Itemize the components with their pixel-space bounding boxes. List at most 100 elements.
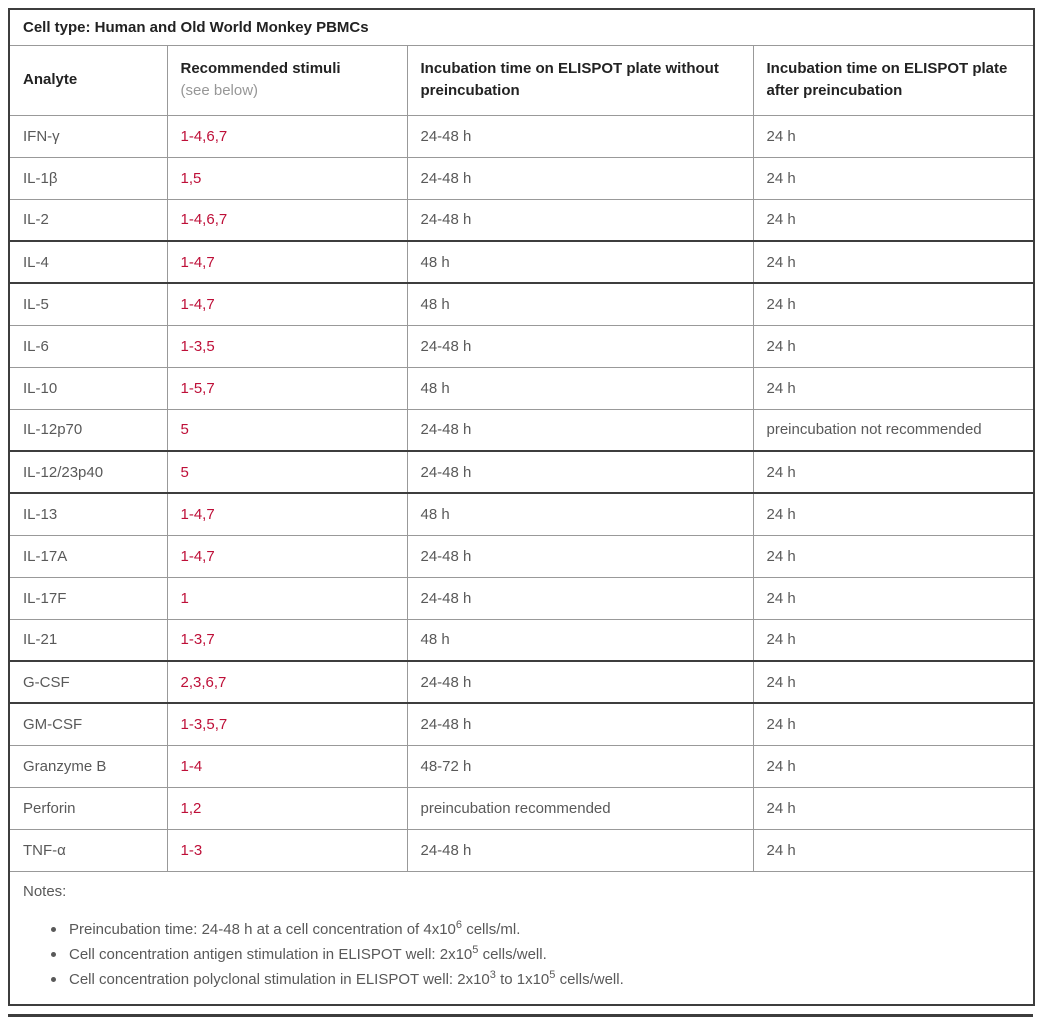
table-row: IL-2 1-4,6,7 24-48 h 24 h [8, 198, 1035, 242]
table-row: IL-13 1-4,7 48 h 24 h [8, 492, 1035, 536]
after-preincubation-cell: 24 h [752, 828, 1035, 872]
stimuli-cell: 1-3,7 [166, 618, 408, 662]
stimuli-cell: 1-3,5,7 [166, 702, 408, 746]
notes-label: Notes: [23, 882, 67, 900]
stimuli-cell: 1-4,6,7 [166, 114, 408, 158]
analyte-cell: IL-5 [8, 282, 168, 326]
elispot-incubation-table: Cell type: Human and Old World Monkey PB… [8, 8, 1036, 1006]
without-preincubation-cell: 24-48 h [406, 198, 754, 242]
without-preincubation-cell: 24-48 h [406, 408, 754, 452]
table-row: IL-4 1-4,7 48 h 24 h [8, 240, 1035, 284]
table-row: IL-17F 1 24-48 h 24 h [8, 576, 1035, 620]
without-preincubation-cell: 24-48 h [406, 828, 754, 872]
col-header-after-preincubation: Incubation time on ELISPOT plate after p… [752, 44, 1035, 116]
stimuli-cell: 1-4,6,7 [166, 198, 408, 242]
after-preincubation-cell: 24 h [752, 786, 1035, 830]
analyte-cell: IL-2 [8, 198, 168, 242]
analyte-rows: IFN-γ 1-4,6,7 24-48 h 24 h IL-1β 1,5 24-48 h 24… [8, 114, 1035, 872]
analyte-cell: IL-12/23p40 [8, 450, 168, 494]
table-row: IFN-γ 1-4,6,7 24-48 h 24 h [8, 114, 1035, 158]
analyte-cell: Perforin [8, 786, 168, 830]
table-row: Granzyme B 1-4 48-72 h 24 h [8, 744, 1035, 788]
table-row: IL-10 1-5,7 48 h 24 h [8, 366, 1035, 410]
stimuli-cell: 1-4,7 [166, 240, 408, 284]
after-preincubation-cell: 24 h [752, 114, 1035, 158]
analyte-cell: GM-CSF [8, 702, 168, 746]
without-preincubation-cell: 24-48 h [406, 324, 754, 368]
col-header-analyte: Analyte [8, 44, 168, 116]
notes-row: Notes: Preincubation time: 24-48 h at a … [8, 870, 1035, 1006]
table-row: IL-5 1-4,7 48 h 24 h [8, 282, 1035, 326]
after-preincubation-cell: 24 h [752, 534, 1035, 578]
stimuli-cell: 5 [166, 450, 408, 494]
analyte-cell: Granzyme B [8, 744, 168, 788]
col-header-without-preincubation: Incubation time on ELISPOT plate without… [406, 44, 754, 116]
title-row: Cell type: Human and Old World Monkey PB… [8, 8, 1035, 46]
after-preincubation-cell: 24 h [752, 702, 1035, 746]
after-preincubation-cell: 24 h [752, 450, 1035, 494]
stimuli-cell: 5 [166, 408, 408, 452]
after-preincubation-cell: 24 h [752, 324, 1035, 368]
analyte-cell: IL-17F [8, 576, 168, 620]
without-preincubation-cell: 48 h [406, 240, 754, 284]
analyte-cell: TNF-α [8, 828, 168, 872]
stimuli-cell: 1-4,7 [166, 282, 408, 326]
stimuli-cell: 1-5,7 [166, 366, 408, 410]
after-preincubation-cell: 24 h [752, 366, 1035, 410]
stimuli-cell: 1,2 [166, 786, 408, 830]
without-preincubation-cell: 24-48 h [406, 534, 754, 578]
stimuli-cell: 1 [166, 576, 408, 620]
stimuli-cell: 1-3,5 [166, 324, 408, 368]
without-preincubation-cell: 24-48 h [406, 660, 754, 704]
analyte-cell: IL-21 [8, 618, 168, 662]
without-preincubation-cell: preincubation recommended [406, 786, 754, 830]
without-preincubation-cell: 48 h [406, 282, 754, 326]
table-row: IL-12/23p40 5 24-48 h 24 h [8, 450, 1035, 494]
without-preincubation-cell: 48-72 h [406, 744, 754, 788]
table-row: Perforin 1,2 preincubation recommended 24 h [8, 786, 1035, 830]
without-preincubation-cell: 24-48 h [406, 576, 754, 620]
analyte-cell: IL-6 [8, 324, 168, 368]
notes-list: Preincubation time: 24-48 h at a cell co… [23, 917, 1019, 992]
table-row: IL-6 1-3,5 24-48 h 24 h [8, 324, 1035, 368]
table-title: Cell type: Human and Old World Monkey PB… [8, 8, 1035, 46]
without-preincubation-cell: 24-48 h [406, 450, 754, 494]
stimuli-cell: 1-4,7 [166, 534, 408, 578]
analyte-cell: IL-1β [8, 156, 168, 200]
see-below-note: (see below) [180, 82, 259, 99]
analyte-cell: G-CSF [8, 660, 168, 704]
col-header-stimuli-label: Recommended stimuli [180, 60, 341, 78]
after-preincubation-cell: 24 h [752, 240, 1035, 284]
stimuli-cell: 1-3 [166, 828, 408, 872]
notes-section: Notes: Preincubation time: 24-48 h at a … [8, 870, 1035, 1006]
without-preincubation-cell: 48 h [406, 492, 754, 536]
without-preincubation-cell: 24-48 h [406, 114, 754, 158]
table-row: G-CSF 2,3,6,7 24-48 h 24 h [8, 660, 1035, 704]
without-preincubation-cell: 48 h [406, 618, 754, 662]
table-row: IL-12p70 5 24-48 h preincubation not recomm… [8, 408, 1035, 452]
table-row: IL-1β 1,5 24-48 h 24 h [8, 156, 1035, 200]
col-header-stimuli: Recommended stimuli (see below) [166, 44, 408, 116]
note-item: Cell concentration polyclonal stimulatio… [47, 967, 1019, 992]
stimuli-cell: 1,5 [166, 156, 408, 200]
note-item: Preincubation time: 24-48 h at a cell co… [47, 917, 1019, 942]
note-item: Cell concentration antigen stimulation i… [47, 942, 1019, 967]
without-preincubation-cell: 24-48 h [406, 156, 754, 200]
table-row: IL-17A 1-4,7 24-48 h 24 h [8, 534, 1035, 578]
table-row: GM-CSF 1-3,5,7 24-48 h 24 h [8, 702, 1035, 746]
analyte-cell: IL-17A [8, 534, 168, 578]
after-preincubation-cell: 24 h [752, 156, 1035, 200]
after-preincubation-cell: preincubation not recommended [752, 408, 1035, 452]
analyte-cell: IL-10 [8, 366, 168, 410]
header-row: Analyte Recommended stimuli (see below) … [8, 44, 1035, 116]
without-preincubation-cell: 24-48 h [406, 702, 754, 746]
after-preincubation-cell: 24 h [752, 282, 1035, 326]
after-preincubation-cell: 24 h [752, 492, 1035, 536]
after-preincubation-cell: 24 h [752, 744, 1035, 788]
analyte-cell: IL-4 [8, 240, 168, 284]
after-preincubation-cell: 24 h [752, 198, 1035, 242]
without-preincubation-cell: 48 h [406, 366, 754, 410]
after-preincubation-cell: 24 h [752, 576, 1035, 620]
next-table-top-border [8, 1014, 1033, 1017]
